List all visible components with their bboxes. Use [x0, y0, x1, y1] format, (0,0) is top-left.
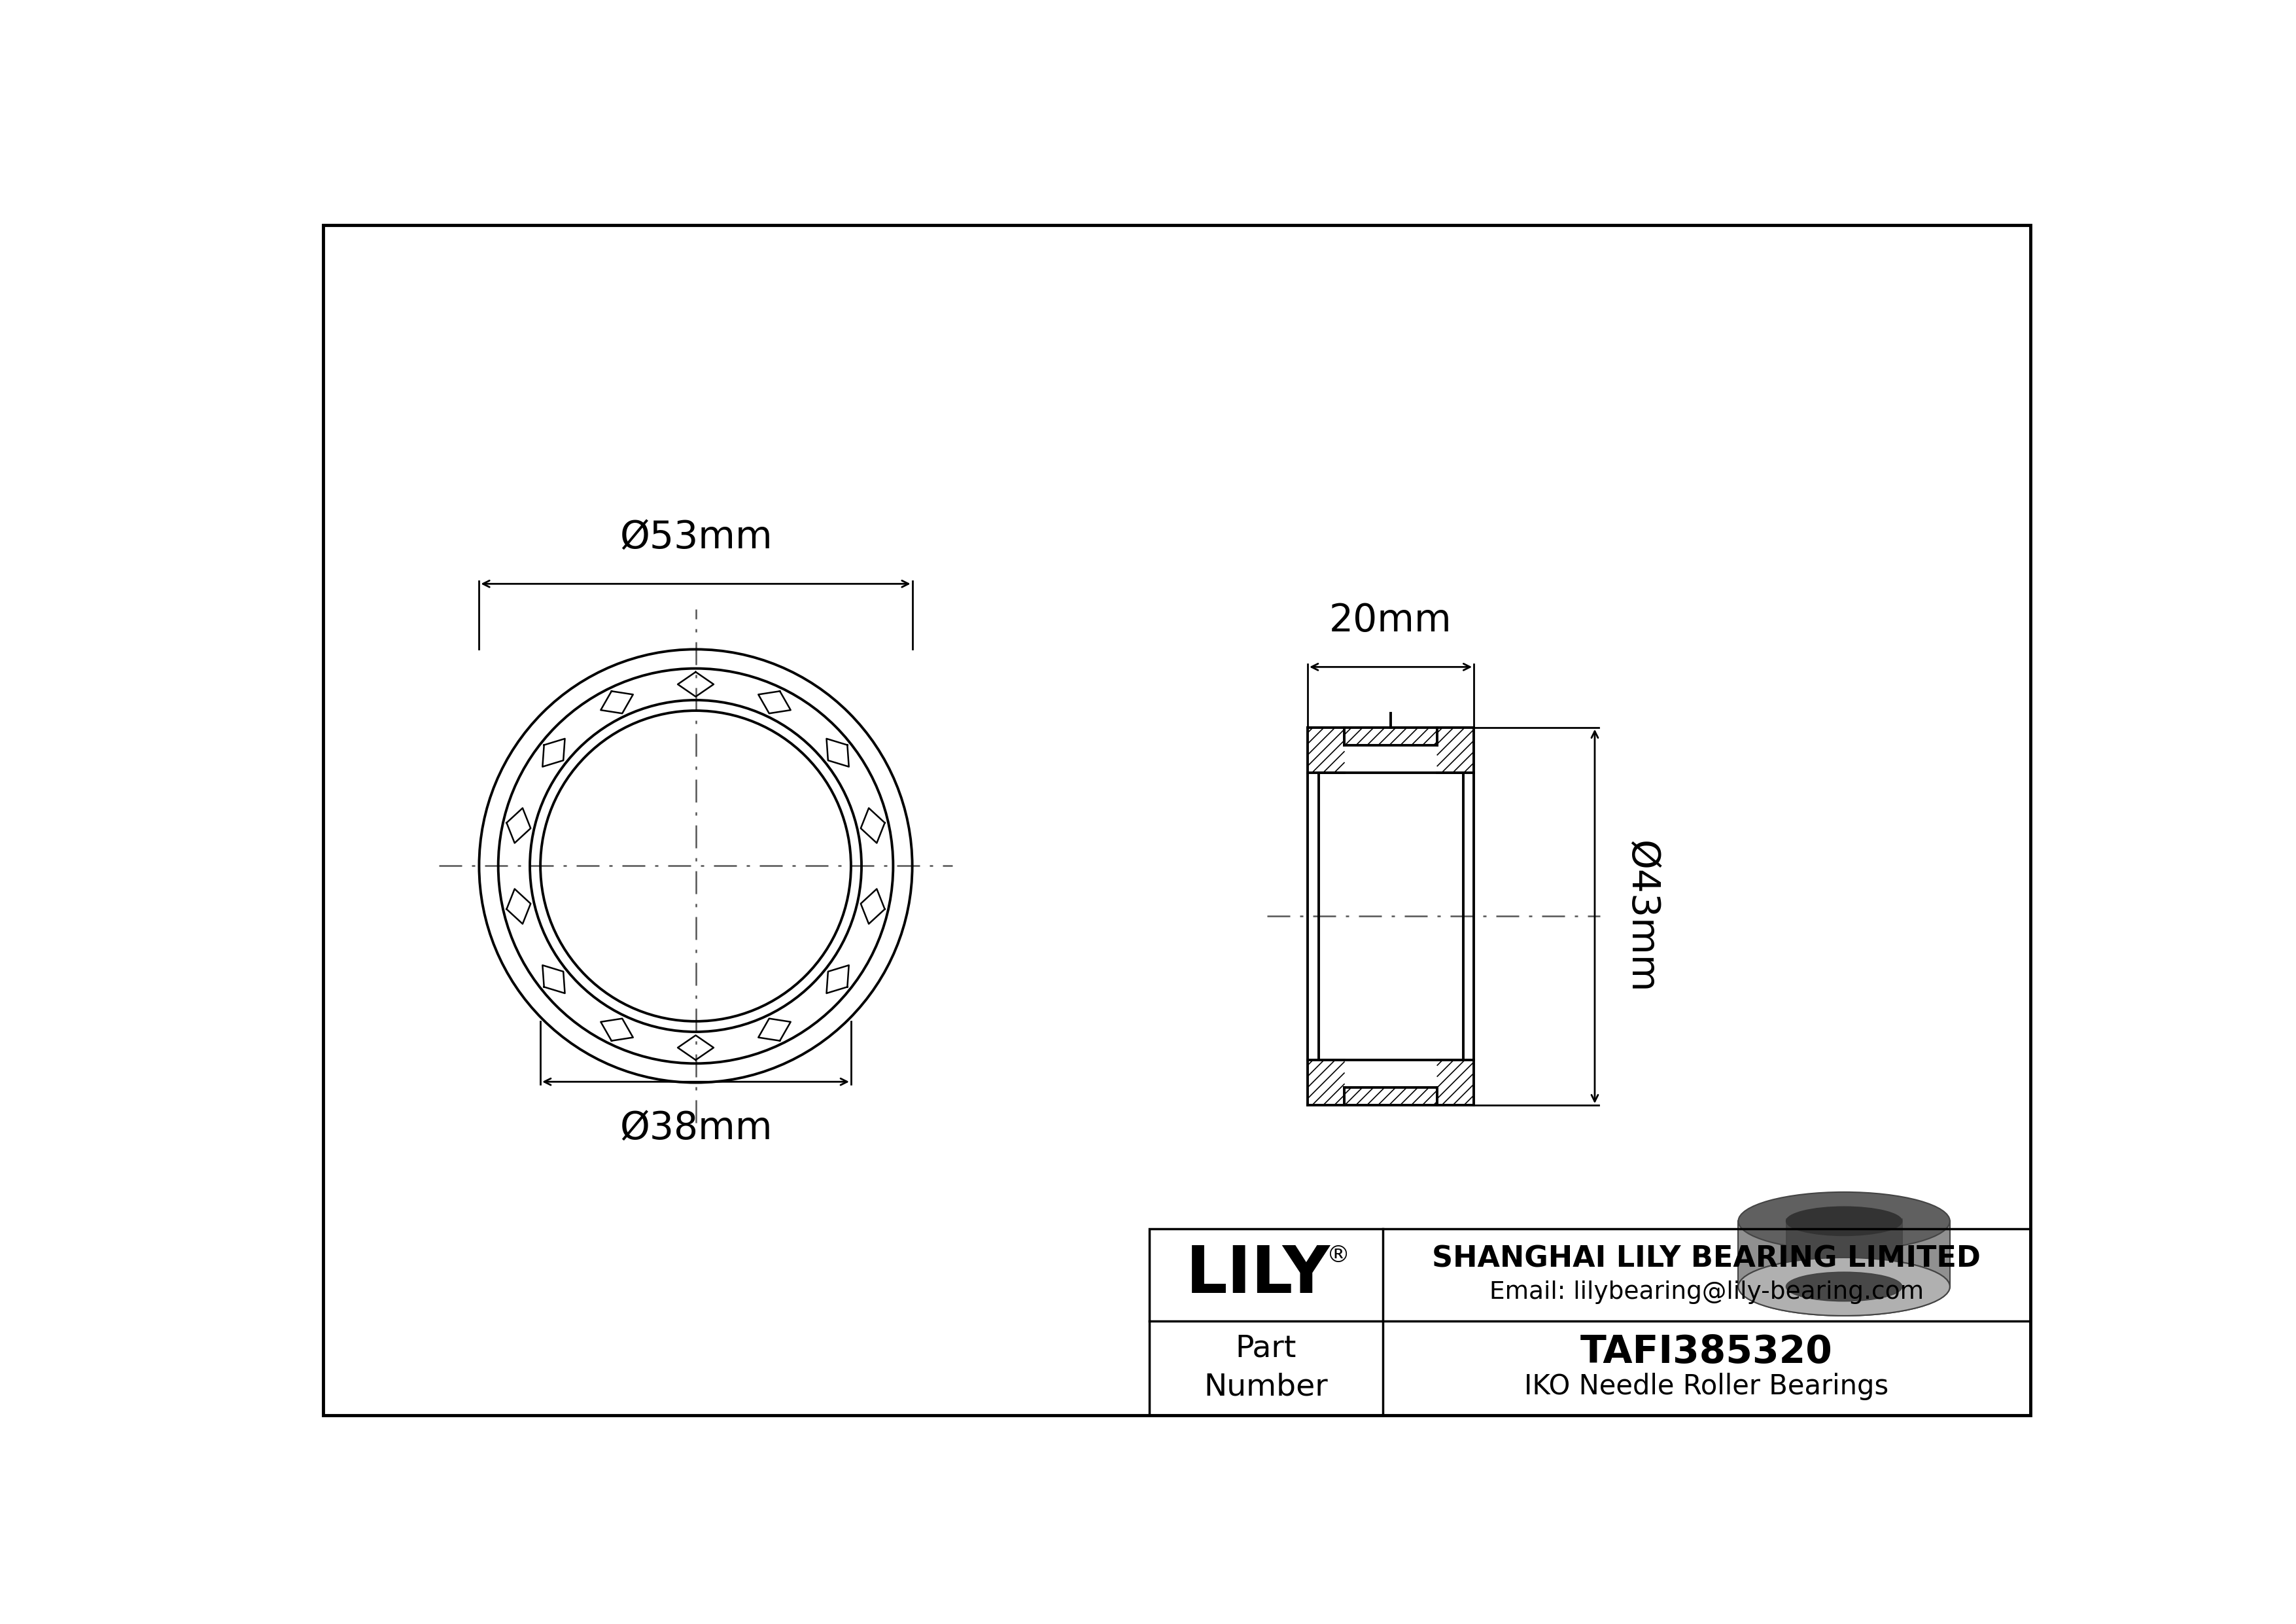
Ellipse shape	[1738, 1192, 1949, 1250]
Ellipse shape	[1786, 1272, 1901, 1301]
Bar	[1738, 1221, 1949, 1286]
Ellipse shape	[1738, 1257, 1949, 1315]
Text: TAFI385320: TAFI385320	[1580, 1333, 1832, 1371]
Text: ®: ®	[1327, 1244, 1350, 1267]
Text: Part
Number: Part Number	[1203, 1333, 1327, 1402]
Text: Ø53mm: Ø53mm	[620, 518, 771, 555]
Ellipse shape	[1786, 1272, 1901, 1301]
Bar	[1786, 1220, 1901, 1289]
Ellipse shape	[1786, 1207, 1901, 1236]
Text: 20mm: 20mm	[1329, 603, 1451, 640]
Text: Email: lilybearing@lily-bearing.com: Email: lilybearing@lily-bearing.com	[1490, 1280, 1924, 1304]
Ellipse shape	[1738, 1257, 1949, 1315]
Text: LILY: LILY	[1187, 1242, 1329, 1307]
Text: IKO Needle Roller Bearings: IKO Needle Roller Bearings	[1525, 1372, 1890, 1400]
Text: SHANGHAI LILY BEARING LIMITED: SHANGHAI LILY BEARING LIMITED	[1433, 1244, 1981, 1273]
Bar	[1148, 1229, 2030, 1415]
Text: Ø38mm: Ø38mm	[620, 1109, 771, 1147]
Text: Ø43mm: Ø43mm	[1623, 840, 1660, 992]
